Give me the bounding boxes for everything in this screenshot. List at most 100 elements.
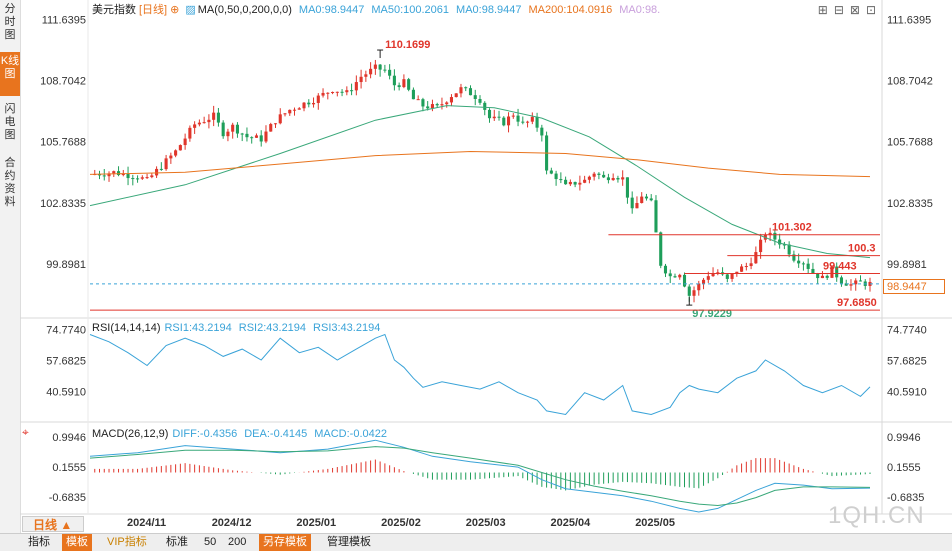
candle [835, 266, 839, 278]
grid-icon[interactable]: ⊟ [833, 3, 850, 17]
toolbar-template[interactable]: 模板 [62, 534, 92, 551]
candle [649, 198, 653, 201]
tab-timeshare[interactable]: 分时图 [4, 3, 16, 41]
candle [740, 266, 744, 272]
candle [311, 102, 316, 105]
candle [178, 145, 182, 151]
candle [97, 174, 102, 176]
candle [811, 268, 815, 274]
candle [754, 252, 758, 264]
date-label: 2025/03 [466, 517, 506, 529]
candle [735, 271, 739, 274]
candle [526, 121, 530, 123]
candle [468, 88, 473, 96]
candle [169, 155, 173, 159]
candle [440, 104, 444, 106]
close-icon[interactable]: ⊡ [865, 3, 882, 17]
last-price-tag: 98.9447 [883, 279, 945, 294]
toolbar-50[interactable]: 50 [204, 536, 217, 548]
high-label: 110.1699 [385, 39, 430, 51]
candle [497, 116, 501, 118]
rsi3-value: RSI3:43.2194 [313, 322, 381, 334]
candle [411, 89, 415, 100]
candle [340, 91, 344, 93]
candle [540, 127, 544, 136]
date-label: 2024/11 [127, 517, 166, 529]
candle [768, 232, 772, 235]
caret-up-icon: ▲ [60, 518, 73, 532]
toolbar-indicators[interactable]: 指标 [28, 536, 50, 548]
candle [573, 181, 577, 185]
candle [430, 104, 434, 109]
layout-icon[interactable]: ⊠ [849, 3, 866, 17]
candle [240, 133, 244, 135]
candle [644, 196, 649, 199]
ma-toggle-icon[interactable]: ▨ [185, 4, 196, 16]
candle [568, 181, 572, 185]
candle [716, 272, 720, 274]
candle [126, 173, 130, 179]
candle [216, 112, 220, 123]
candle [749, 263, 753, 267]
candle [202, 122, 206, 124]
rsi-tick-left: 74.7740 [46, 325, 86, 337]
diff-value: DIFF:-0.4356 [172, 428, 238, 440]
period-selector-button[interactable]: 日线 ▲ [22, 516, 84, 532]
candle [630, 197, 634, 209]
rsi-tick-right: 57.6825 [887, 356, 927, 368]
price-tick-left: 102.8335 [40, 198, 86, 210]
date-label: 2024/12 [212, 517, 252, 529]
candle [335, 91, 339, 93]
candle [288, 109, 292, 114]
symbol-name: 美元指数 [92, 4, 136, 16]
candle [578, 182, 582, 185]
price-tick-left: 111.6395 [42, 14, 86, 26]
toolbar-standard[interactable]: 标准 [166, 536, 188, 548]
candle [307, 102, 311, 105]
watermark: 1QH.CN [828, 502, 925, 529]
toolbar-manage-template[interactable]: 管理模板 [327, 536, 371, 548]
chart-window-controls[interactable]: ⊞⊟⊠⊡ [818, 3, 882, 17]
candle [487, 109, 492, 119]
candle [773, 232, 777, 240]
candle [611, 177, 615, 181]
crosshair-target-icon[interactable]: ⌖ [22, 425, 29, 439]
expand-icon[interactable]: ⊞ [817, 3, 834, 17]
candle [806, 263, 810, 269]
candle [159, 168, 163, 170]
candle [449, 97, 454, 103]
tab-kline[interactable]: K线图 [0, 52, 20, 96]
candle [816, 273, 820, 279]
tab-flash[interactable]: 闪电图 [4, 103, 16, 141]
candle [116, 171, 121, 176]
toolbar-vip-indicators[interactable]: VIP指标 [107, 536, 147, 548]
candle [849, 284, 853, 286]
candle [554, 173, 558, 180]
candle [378, 64, 382, 70]
macd-tick-right: 0.9946 [887, 432, 921, 444]
candle [687, 286, 691, 296]
macd-legend: MACD(26,12,9) DIFF:-0.4356 DEA:-0.4145 MACD… [92, 427, 394, 441]
toolbar-save-template[interactable]: 另存模板 [259, 534, 311, 551]
period-selector-label: 日线 [33, 518, 58, 532]
candle [283, 113, 287, 115]
candle [492, 116, 496, 119]
candle [316, 95, 320, 103]
candle [682, 274, 687, 287]
candle [692, 290, 696, 296]
price-tick-left: 105.7688 [40, 137, 86, 149]
candle [844, 283, 848, 286]
candle [121, 173, 125, 176]
period-tag[interactable]: [日线] [139, 4, 168, 16]
ma0b-value: MA0:98.9447 [456, 4, 522, 16]
candle [145, 177, 149, 179]
candle [478, 98, 482, 103]
candle [839, 277, 844, 284]
tab-contract-info[interactable]: 合约资料 [4, 157, 16, 208]
candle [654, 200, 658, 233]
settings-icon[interactable]: ⊕ [170, 4, 180, 16]
candle [792, 254, 796, 261]
toolbar-200[interactable]: 200 [228, 536, 247, 548]
candle [364, 74, 368, 77]
dollar-index-chart: 110.1699 97.9229 101.302 100.3 99.443 97.685… [20, 0, 952, 529]
